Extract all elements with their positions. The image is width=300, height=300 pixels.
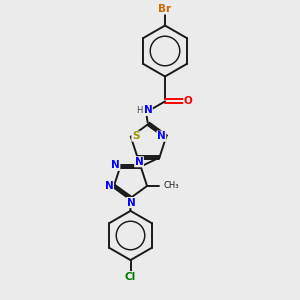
Text: N: N [143,105,152,116]
Text: O: O [184,96,193,106]
Text: N: N [105,181,113,191]
Text: CH₃: CH₃ [163,182,179,190]
Text: N: N [157,131,166,141]
Text: Cl: Cl [125,272,136,282]
Text: S: S [132,131,140,141]
Text: H: H [136,106,143,115]
Text: N: N [135,157,143,167]
Text: N: N [111,160,120,170]
Text: N: N [127,197,136,208]
Text: Br: Br [158,4,172,14]
